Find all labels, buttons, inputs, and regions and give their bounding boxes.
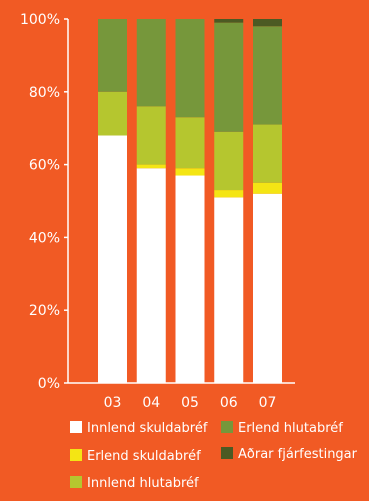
y-tick-label: 0% <box>38 376 60 392</box>
legend-swatch <box>70 476 82 488</box>
bar-03-series-2 <box>98 91 127 136</box>
y-tick-label: 100% <box>20 12 60 28</box>
bar-04-series-0 <box>136 168 166 383</box>
bar-07-series-3 <box>253 26 282 125</box>
bar-03-series-3 <box>98 19 127 92</box>
legend-label: Innlend hlutabréf <box>87 476 199 491</box>
bar-05-series-0 <box>175 175 205 383</box>
bars-group: 03 04 05 06 07 <box>98 19 282 411</box>
bar-04-series-3 <box>136 19 166 107</box>
x-tick-label: 06 <box>220 395 238 411</box>
legend-label: Erlend skuldabréf <box>87 449 201 464</box>
legend-swatch <box>70 449 82 461</box>
legend-label: Innlend skuldabréf <box>87 421 208 436</box>
x-tick-label: 04 <box>142 395 160 411</box>
y-tick-label: 80% <box>29 85 60 101</box>
bar-05-series-1 <box>175 168 205 176</box>
legend: Innlend skuldabréf Erlend skuldabréf Innle… <box>70 421 358 491</box>
axes-group: 0% 20% 40% 60% 80% 100% <box>20 12 295 392</box>
legend-swatch <box>221 421 233 433</box>
bar-06-series-1 <box>214 190 244 198</box>
y-tick-label: 60% <box>29 158 60 174</box>
bar-06-series-2 <box>214 131 244 191</box>
bar-06-series-4 <box>214 19 244 23</box>
bar-07-series-4 <box>253 19 282 27</box>
y-tick-label: 20% <box>29 303 60 319</box>
bar-07-series-1 <box>253 182 282 194</box>
x-tick-label: 07 <box>259 395 277 411</box>
bar-06-series-0 <box>214 197 244 383</box>
legend-label: Erlend hlutabréf <box>238 421 343 436</box>
bar-04-series-2 <box>136 106 166 165</box>
y-tick-label: 40% <box>29 230 60 246</box>
bar-03-series-0 <box>98 135 127 383</box>
bar-04-series-1 <box>136 164 166 169</box>
bar-05-series-2 <box>175 117 205 169</box>
x-tick-label: 05 <box>181 395 199 411</box>
legend-swatch <box>70 421 82 433</box>
bar-07-series-0 <box>253 193 282 383</box>
legend-label: Aðrar fjárfestingar <box>238 447 358 462</box>
bar-06-series-3 <box>214 22 244 132</box>
bar-05-series-3 <box>175 19 205 118</box>
bar-07-series-2 <box>253 124 282 183</box>
x-tick-label: 03 <box>104 395 122 411</box>
legend-swatch <box>221 447 233 459</box>
